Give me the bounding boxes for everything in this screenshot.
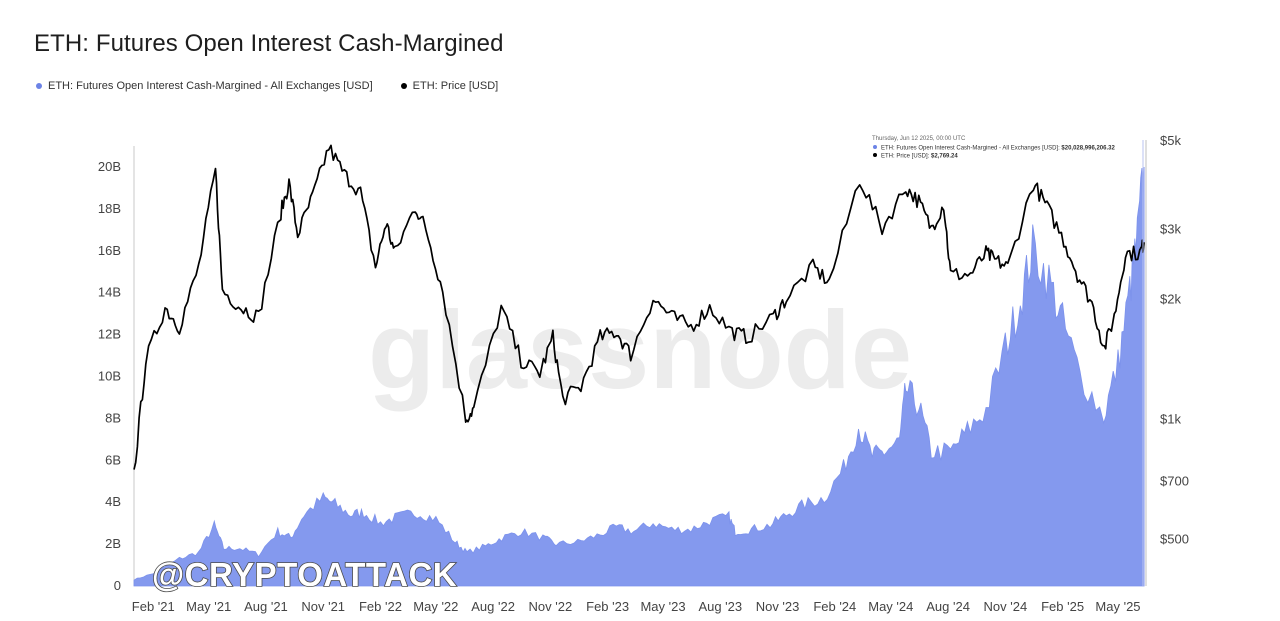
x-tick-label: May '23 <box>640 599 685 614</box>
page-title: ETH: Futures Open Interest Cash-Margined <box>34 30 504 57</box>
tooltip-price-label: ETH: Price [USD]: <box>881 154 930 160</box>
handle-watermark: @CRYPTOATTACK <box>152 556 457 593</box>
tooltip-price: ETH: Price [USD]: $2,769.24 <box>881 154 958 160</box>
x-tick-label: Feb '23 <box>586 599 629 614</box>
x-tick-label: Aug '23 <box>698 599 742 614</box>
x-tick-label: May '25 <box>1095 599 1140 614</box>
x-tick-label: Nov '24 <box>984 599 1028 614</box>
legend-dot-price <box>400 83 407 89</box>
x-tick-label: Nov '22 <box>529 599 573 614</box>
y-left-tick-label: 12B <box>98 327 121 342</box>
legend-label-open-interest: ETH: Futures Open Interest Cash-Margined… <box>48 80 373 92</box>
hover-tooltip: Thursday, Jun 12 2025, 00:00 UTC ETH: Fu… <box>872 136 1144 586</box>
watermark: glassnode <box>368 289 912 412</box>
x-tick-label: Feb '22 <box>359 599 402 614</box>
y-right-tick-label: $500 <box>1160 532 1189 547</box>
tooltip-oi: ETH: Futures Open Interest Cash-Margined… <box>881 146 1115 152</box>
price-line <box>133 144 1145 470</box>
x-tick-label: Feb '25 <box>1041 599 1084 614</box>
y-axis-left-ticks: 0 2B 4B 6B 8B 10B 12B 14B 16B 18B 20B <box>98 159 121 593</box>
y-left-tick-label: 16B <box>98 243 121 258</box>
tooltip-dot-open-interest <box>873 145 877 149</box>
x-tick-label: Feb '21 <box>132 599 175 614</box>
y-left-tick-label: 20B <box>98 159 121 174</box>
y-left-tick-label: 2B <box>105 536 121 551</box>
x-axis-ticks: Feb '21 May '21 Aug '21 Nov '21 Feb '22 May '… <box>132 599 1141 614</box>
x-tick-label: Nov '21 <box>301 599 345 614</box>
open-interest-area <box>133 166 1145 587</box>
x-tick-label: May '22 <box>413 599 458 614</box>
y-axis-right-ticks: $500 $700 $1k $2k $3k $5k <box>1160 133 1189 547</box>
legend-label-price: ETH: Price [USD] <box>412 80 499 92</box>
y-left-tick-label: 0 <box>114 578 121 593</box>
y-right-tick-label: $2k <box>1160 292 1181 307</box>
y-right-tick-label: $1k <box>1160 412 1181 427</box>
legend-dot-open-interest <box>36 83 42 89</box>
tooltip-dot-price <box>873 153 877 157</box>
tooltip-oi-value: $20,028,996,206.32 <box>1061 146 1115 152</box>
y-right-tick-label: $5k <box>1160 133 1181 148</box>
tooltip-price-value: $2,769.24 <box>931 154 958 160</box>
y-right-tick-label: $700 <box>1160 473 1189 488</box>
legend-item-price[interactable]: ETH: Price [USD] <box>400 80 499 92</box>
y-left-tick-label: 10B <box>98 368 121 383</box>
y-left-tick-label: 18B <box>98 201 121 216</box>
tooltip-oi-label: ETH: Futures Open Interest Cash-Margined… <box>881 146 1060 152</box>
x-tick-label: May '21 <box>186 599 231 614</box>
x-tick-label: May '24 <box>868 599 913 614</box>
y-left-tick-label: 14B <box>98 285 121 300</box>
y-left-tick-label: 6B <box>105 452 121 467</box>
tooltip-date: Thursday, Jun 12 2025, 00:00 UTC <box>872 136 966 142</box>
legend: ETH: Futures Open Interest Cash-Margined… <box>36 80 498 92</box>
y-left-tick-label: 4B <box>105 494 121 509</box>
y-right-tick-label: $3k <box>1160 221 1181 236</box>
x-tick-label: Aug '21 <box>244 599 288 614</box>
x-tick-label: Nov '23 <box>756 599 800 614</box>
x-tick-label: Aug '24 <box>926 599 970 614</box>
y-left-tick-label: 8B <box>105 410 121 425</box>
legend-item-open-interest[interactable]: ETH: Futures Open Interest Cash-Margined… <box>36 80 373 92</box>
x-tick-label: Aug '22 <box>471 599 515 614</box>
x-tick-label: Feb '24 <box>813 599 856 614</box>
